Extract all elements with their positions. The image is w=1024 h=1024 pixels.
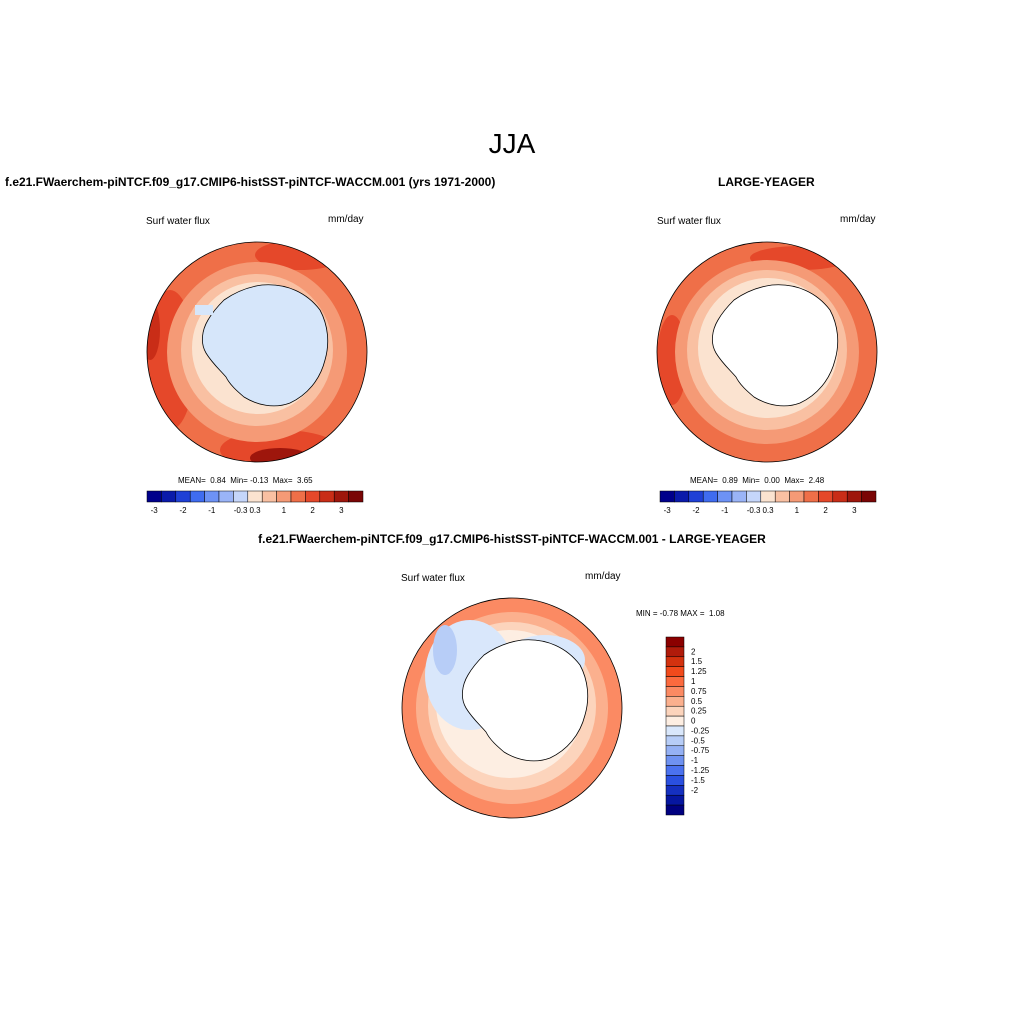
panel-1-colorbar-swatch — [276, 490, 292, 503]
panel-3-colorbar-tick-label: 1.5 — [691, 657, 703, 666]
panel-2-colorbar-swatch — [674, 490, 690, 503]
panel-3-units-label: mm/day — [585, 571, 621, 582]
panel-3-colorbar-tick-label: 0.75 — [691, 687, 707, 696]
panel-2-colorbar-tick-label: -3 — [664, 506, 672, 515]
panel-1-colorbar-swatch — [261, 490, 277, 503]
panel-2-colorbar-swatch — [818, 490, 834, 503]
panel-2-colorbar-tick-label: 3 — [852, 506, 857, 515]
panel-2-colorbar-swatch — [717, 490, 733, 503]
panel-2-colorbar-swatch — [789, 490, 805, 503]
panel-3-colorbar-swatch — [665, 666, 685, 677]
panel-1-colorbar-swatch — [290, 490, 306, 503]
panel-1-stats: MEAN= 0.84 Min= -0.13 Max= 3.65 — [178, 476, 313, 485]
panel-3-colorbar-swatch — [665, 745, 685, 756]
panel-3-colorbar-tick-label: 1 — [691, 677, 696, 686]
panel-3-colorbar-swatch — [665, 765, 685, 776]
panel-1-colorbar-swatch — [146, 490, 162, 503]
panel-3-colorbar-tick-label: -0.25 — [691, 726, 710, 735]
panel-2-colorbar-tick-label: 1 — [795, 506, 800, 515]
panel-3-colorbar-swatch — [665, 646, 685, 658]
panel-3-colorbar-swatch — [665, 804, 685, 816]
panel-1-colorbar-tick-label: -2 — [179, 506, 187, 515]
panel-2-colorbar-swatch — [760, 490, 776, 503]
panel-3-colorbar-swatch — [665, 686, 685, 697]
panel-3-colorbar-swatch — [665, 755, 685, 766]
panel-2-colorbar-swatch — [659, 490, 675, 503]
panel-1-colorbar-tick-label: 0.3 — [249, 506, 261, 515]
panel-1-colorbar-swatch — [218, 490, 234, 503]
panel-3-colorbar-swatch — [665, 775, 685, 786]
panel-2-colorbar-tick-label: -0.3 — [747, 506, 761, 515]
panel-2-stats: MEAN= 0.89 Min= 0.00 Max= 2.48 — [690, 476, 825, 485]
panel-1-colorbar-swatch — [305, 490, 321, 503]
panel-3-colorbar-swatch — [665, 696, 685, 707]
panel-3-colorbar-tick-label: -2 — [691, 786, 699, 795]
panel-3-colorbar-tick-label: -1.25 — [691, 766, 710, 775]
panel-3-colorbar-swatch — [665, 636, 685, 648]
panel-1-colorbar-tick-label: -0.3 — [234, 506, 248, 515]
panel-1-colorbar-swatch — [189, 490, 205, 503]
panel-2-variable-label: Surf water flux — [657, 216, 721, 227]
panel-1-colorbar-swatch — [233, 490, 249, 503]
panel-3-colorbar-tick-label: -1 — [691, 756, 699, 765]
panel-1-colorbar-swatch — [348, 490, 364, 503]
panel-2-colorbar-tick-label: 0.3 — [762, 506, 774, 515]
panel-3-variable-label: Surf water flux — [401, 573, 465, 584]
panel-3-colorbar-swatch — [665, 656, 685, 667]
panel-1-colorbar-swatch — [175, 490, 191, 503]
panel-2-colorbar-swatch — [861, 490, 877, 503]
panel-2-colorbar-tick-label: -1 — [721, 506, 729, 515]
panel-1-colorbar-swatch — [247, 490, 263, 503]
panel-1-colorbar-tick-label: -1 — [208, 506, 216, 515]
panel-2-colorbar-swatch — [688, 490, 704, 503]
panel-2-colorbar-swatch — [846, 490, 862, 503]
panel-2-units-label: mm/day — [840, 214, 876, 225]
panel-1-colorbar-tick-label: 2 — [310, 506, 315, 515]
panel-2-colorbar-swatch — [731, 490, 747, 503]
panel-1-colorbar-tick-label: 3 — [339, 506, 344, 515]
panel-3-colorbar-tick-label: 0 — [691, 717, 696, 726]
panel-3-colorbar: 21.51.2510.750.50.250-0.25-0.5-0.75-1-1.… — [665, 636, 710, 816]
panel-3-colorbar-tick-label: -0.75 — [691, 746, 710, 755]
panel-3-colorbar-tick-label: 0.25 — [691, 707, 707, 716]
panel-1-colorbar-tick-label: 1 — [282, 506, 287, 515]
panel-3-colorbar-tick-label: -0.5 — [691, 736, 705, 745]
panel-3-colorbar-swatch — [665, 715, 685, 727]
panel-3-map — [401, 597, 623, 819]
panel-3-colorbar-swatch — [665, 735, 685, 747]
panel-2-colorbar-tick-label: 2 — [823, 506, 828, 515]
panel-1-colorbar-swatch — [319, 490, 335, 503]
panel-2-colorbar: -3 -2 -1 -0.3 0.3 1 2 3 — [659, 490, 877, 515]
panel-1-units-label: mm/day — [328, 214, 364, 225]
panel-3-colorbar-tick-label: 0.5 — [691, 697, 703, 706]
panel-2-colorbar-swatch — [746, 490, 762, 503]
panel-2-colorbar-swatch — [774, 490, 790, 503]
panel-3-colorbar-swatch — [665, 705, 685, 717]
panel-2-map — [656, 241, 878, 463]
panel-1-colorbar-swatch — [204, 490, 220, 503]
panel-3-colorbar-tick-label: -1.5 — [691, 776, 705, 785]
panel-1-colorbar-tick-label: -3 — [151, 506, 159, 515]
panel-1-variable-label: Surf water flux — [146, 216, 210, 227]
panel-1-map — [146, 241, 368, 463]
main-title: JJA — [488, 128, 536, 159]
panel-3-colorbar-tick-label: 2 — [691, 647, 696, 656]
panel-3-minmax: MIN = -0.78 MAX = 1.08 — [636, 609, 725, 618]
panel-2-colorbar-tick-label: -2 — [692, 506, 700, 515]
panel-1-title: f.e21.FWaerchem-piNTCF.f09_g17.CMIP6-his… — [5, 175, 496, 189]
panel-3-colorbar-swatch — [665, 676, 685, 687]
panel-1-colorbar-swatch — [333, 490, 349, 503]
panel-3-colorbar-swatch — [665, 785, 685, 796]
panel-3-colorbar-swatch — [665, 725, 685, 737]
panel-2-colorbar-swatch — [832, 490, 848, 503]
panel-1-colorbar: -3 -2 -1 -0.3 0.3 1 2 3 — [146, 490, 364, 515]
panel-3-title: f.e21.FWaerchem-piNTCF.f09_g17.CMIP6-his… — [258, 532, 766, 546]
panel-1-colorbar-swatch — [161, 490, 177, 503]
panel-2-colorbar-swatch — [803, 490, 819, 503]
panel-2-title: LARGE-YEAGER — [718, 175, 815, 189]
panel-3-colorbar-swatch — [665, 794, 685, 806]
panel-3-colorbar-tick-label: 1.25 — [691, 667, 707, 676]
panel-2-colorbar-swatch — [702, 490, 718, 503]
